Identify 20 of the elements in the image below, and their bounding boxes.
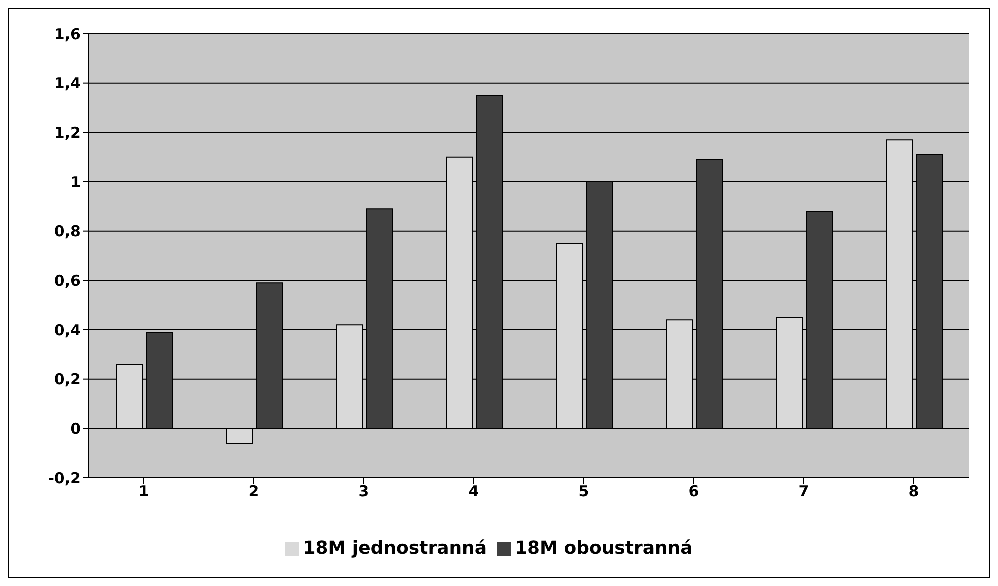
x-tick-label: 8 [908, 482, 920, 501]
legend-label: 18M oboustranná [515, 538, 693, 559]
y-tick-label: 1,2 [54, 124, 81, 142]
y-tick-label: 0,8 [54, 222, 81, 241]
legend-label: 18M jednostranná [303, 538, 487, 559]
x-tick-label: 2 [248, 482, 260, 501]
y-tick-label: 1 [70, 173, 81, 192]
y-tick-label: 0 [70, 420, 81, 438]
x-tick-label: 4 [468, 482, 480, 501]
y-tick-label: 0,4 [54, 321, 81, 340]
x-tick-label: 6 [688, 482, 700, 501]
y-tick-label: 0,6 [54, 272, 81, 290]
y-tick-label: 1,4 [54, 74, 81, 93]
x-tick-label: 3 [358, 482, 370, 501]
y-tick-label: -0,2 [48, 469, 81, 488]
y-tick-label: 1,6 [54, 25, 81, 44]
x-tick-label: 5 [578, 482, 590, 501]
x-tick-label: 7 [798, 482, 810, 501]
y-tick-label: 0,2 [54, 370, 81, 389]
x-tick-label: 1 [138, 482, 150, 501]
